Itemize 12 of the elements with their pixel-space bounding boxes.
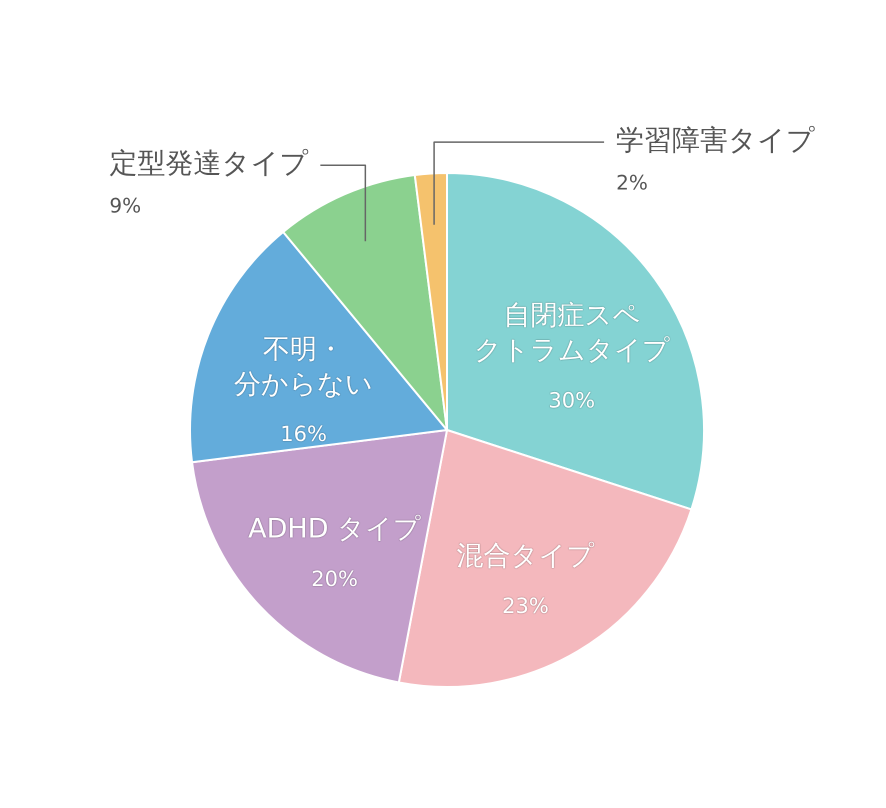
data-label: 23%	[502, 594, 549, 618]
data-label: 30%	[548, 388, 596, 412]
data-label: 2%	[616, 170, 648, 194]
data-label: 20%	[311, 567, 358, 592]
data-label: 16%	[280, 422, 327, 446]
slice-label: 不明・分からない	[234, 334, 374, 400]
slice-label: 自閉症スペクトラムタイプ	[474, 300, 670, 366]
slice-label: 学習障害タイプ	[616, 123, 816, 156]
data-label: 9%	[109, 193, 142, 218]
slice-label: 定型発達タイプ	[109, 146, 308, 180]
slice-label: ADHD タイプ	[248, 514, 422, 545]
slice-label: 混合タイプ	[456, 540, 594, 572]
